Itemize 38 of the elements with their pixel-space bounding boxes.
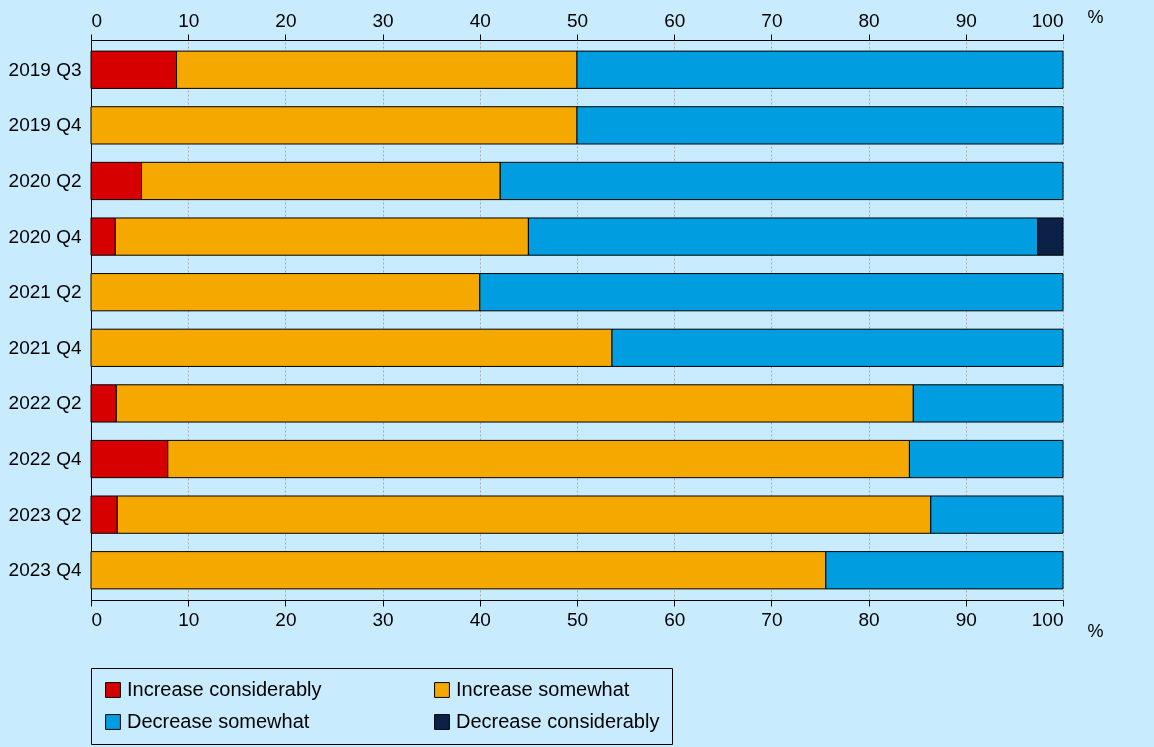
y-tick-label: 2023 Q4 — [8, 559, 82, 581]
x-tick-label: 20 — [275, 608, 297, 630]
x-tick-label: 70 — [761, 608, 783, 630]
x-tick-label: 60 — [664, 608, 686, 630]
x-tick-label: 10 — [178, 608, 200, 630]
x2-tick-label: 70 — [761, 9, 783, 31]
x2-tick-label: 30 — [372, 9, 394, 31]
y-tick-label: 2023 Q2 — [8, 503, 82, 525]
x-tick-label: 80 — [858, 608, 880, 630]
x2-tick-label: 90 — [955, 9, 977, 31]
legend-label: Increase somewhat — [456, 678, 630, 700]
x-tick-label: 90 — [955, 608, 977, 630]
x2-tick-label: 20 — [275, 9, 297, 31]
x-axis-title: % — [1087, 620, 1104, 641]
y-tick-label: 2022 Q2 — [8, 392, 82, 414]
x2-tick-label: 60 — [664, 9, 686, 31]
y-tick-label: 2019 Q3 — [8, 58, 82, 80]
y-tick-label: 2021 Q2 — [8, 281, 82, 303]
y-tick-label: 2022 Q4 — [8, 448, 82, 470]
legend-label: Decrease considerably — [456, 710, 660, 732]
y-tick-label: 2019 Q4 — [8, 114, 82, 136]
x2-tick-label: 100 — [1031, 9, 1064, 31]
legend-label: Increase considerably — [127, 678, 322, 700]
x2-tick-label: 80 — [858, 9, 880, 31]
x2-tick-label: 50 — [566, 9, 589, 31]
y-tick-label: 2020 Q2 — [8, 169, 82, 191]
x2-tick-label: 0 — [91, 9, 103, 31]
x-tick-label: 50 — [566, 608, 589, 630]
x2-axis-title: % — [1087, 6, 1104, 27]
legend-label: Decrease somewhat — [127, 710, 310, 732]
x2-tick-label: 40 — [469, 9, 491, 31]
y-tick-label: 2021 Q4 — [8, 336, 82, 358]
x-tick-label: 0 — [91, 608, 103, 630]
x-tick-label: 100 — [1031, 608, 1064, 630]
x2-tick-label: 10 — [178, 9, 200, 31]
y-tick-label: 2020 Q4 — [8, 225, 82, 247]
x-tick-label: 40 — [469, 608, 491, 630]
x-tick-label: 30 — [372, 608, 394, 630]
